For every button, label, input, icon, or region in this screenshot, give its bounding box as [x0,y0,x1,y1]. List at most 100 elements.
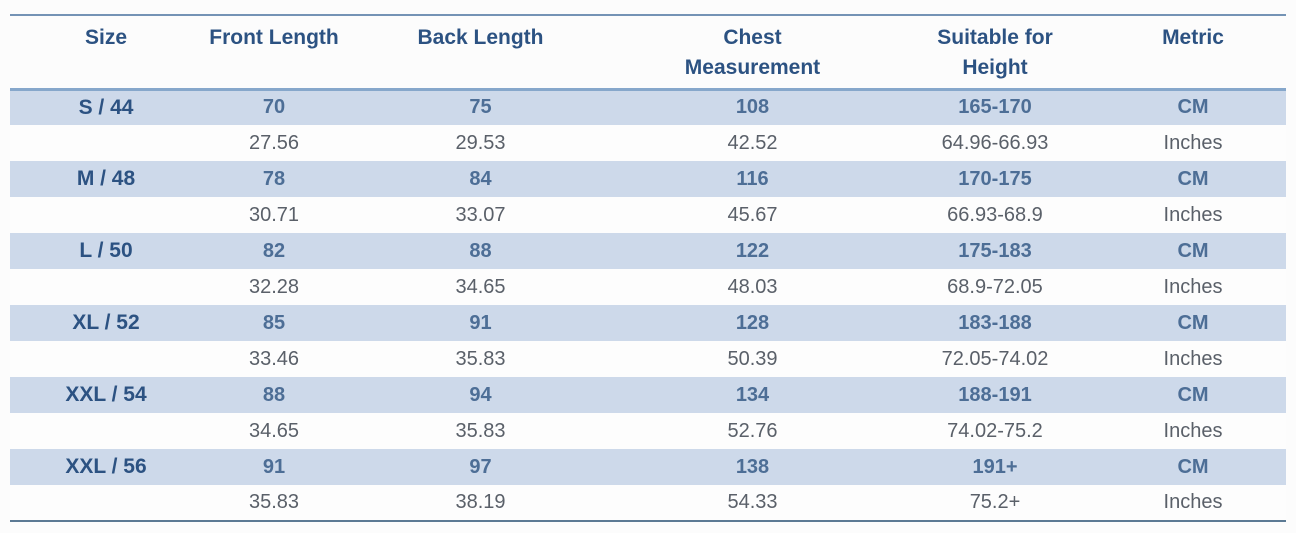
column-header-label: Back Length [417,26,544,49]
chest-cell: 134 [735,383,770,406]
back-length-cell: 38.19 [455,491,506,513]
chest-cell: 128 [735,311,770,334]
back-length-cell: 94 [469,383,492,406]
height-cell: 75.2+ [969,491,1021,513]
back-length-cell: 75 [469,96,492,119]
table-row: 27.56 29.53 42.52 64.96-66.93 Inches [10,125,1286,161]
back-length-cell: 35.83 [455,419,506,442]
front-length-cell: 85 [262,311,286,334]
metric-cell: Inches [1163,275,1223,298]
chest-cell: 54.33 [727,491,778,513]
table-row: S / 44 70 75 108 165-170 CM [10,89,1286,125]
column-header-label: Front Length [209,26,339,49]
height-cell: 68.9-72.05 [947,275,1043,298]
size-cell [10,341,202,377]
height-cell: 66.93-68.9 [947,203,1043,226]
size-cell: XXL / 54 [65,383,147,406]
table-row: XXL / 56 91 97 138 191+ CM [10,449,1286,485]
table-body: S / 44 70 75 108 165-170 CM 27.56 29.53 … [10,89,1286,521]
chest-cell: 108 [735,96,770,119]
chest-cell: 116 [736,167,769,190]
size-cell [10,413,202,449]
back-length-cell: 84 [469,167,492,190]
metric-cell: CM [1177,311,1209,334]
height-cell: 74.02-75.2 [947,419,1043,442]
column-header-chest-measurement: Chest Measurement [615,15,890,89]
chest-cell: 50.39 [727,347,778,370]
back-length-cell: 34.65 [455,275,506,298]
metric-cell: CM [1177,96,1209,119]
size-cell: L / 50 [79,239,133,262]
height-cell: 165-170 [958,96,1032,119]
metric-cell: Inches [1163,203,1223,226]
back-length-cell: 91 [469,311,492,334]
back-length-cell: 35.83 [455,347,506,370]
column-header-label: Suitable for Height [937,26,1053,80]
table-row: XXL / 54 88 94 134 188-191 CM [10,377,1286,413]
metric-cell: Inches [1163,131,1223,154]
height-cell: 64.96-66.93 [941,131,1049,154]
height-cell: 183-188 [958,311,1032,334]
front-length-cell: 32.28 [248,275,300,298]
table-header: Size Front Length Back Length Chest Meas… [10,15,1286,89]
back-length-cell: 33.07 [455,203,506,226]
height-cell: 175-183 [958,239,1032,262]
size-cell [10,125,202,161]
size-cell: XXL / 56 [65,455,147,478]
metric-cell: CM [1177,455,1209,478]
metric-cell: CM [1177,239,1209,262]
column-header-label: Chest Measurement [684,26,821,80]
table-row: 30.71 33.07 45.67 66.93-68.9 Inches [10,197,1286,233]
height-cell: 170-175 [958,167,1032,190]
table-row: 35.83 38.19 54.33 75.2+ Inches [10,485,1286,521]
size-chart: Size Front Length Back Length Chest Meas… [10,14,1286,522]
size-cell: S / 44 [78,95,134,119]
back-length-cell: 97 [469,455,492,478]
front-length-cell: 88 [262,383,286,406]
metric-cell: Inches [1163,419,1223,442]
height-cell: 188-191 [958,383,1032,406]
front-length-cell: 35.83 [248,491,300,513]
chest-cell: 45.67 [727,203,778,226]
size-cell: M / 48 [76,167,136,190]
front-length-cell: 91 [262,455,286,478]
column-header-label: Metric [1162,26,1224,49]
chest-cell: 48.03 [727,275,778,298]
front-length-cell: 82 [262,239,286,262]
height-cell: 72.05-74.02 [941,347,1049,370]
size-cell [10,269,202,305]
column-header-back-length: Back Length [346,15,615,89]
metric-cell: Inches [1163,347,1223,370]
chest-cell: 52.76 [727,419,778,442]
size-cell [10,197,202,233]
size-cell [10,485,202,521]
chest-cell: 138 [735,455,770,478]
column-header-metric: Metric [1100,15,1286,89]
front-length-cell: 27.56 [248,131,300,154]
header-row: Size Front Length Back Length Chest Meas… [10,15,1286,89]
column-header-size: Size [10,15,202,89]
size-table: Size Front Length Back Length Chest Meas… [10,14,1286,522]
size-cell: XL / 52 [72,311,140,334]
table-row: L / 50 82 88 122 175-183 CM [10,233,1286,269]
front-length-cell: 70 [262,96,286,119]
front-length-cell: 78 [262,167,286,190]
metric-cell: Inches [1163,491,1223,513]
chest-cell: 122 [735,239,770,262]
column-header-suitable-height: Suitable for Height [890,15,1100,89]
height-cell: 191+ [972,455,1018,478]
front-length-cell: 34.65 [248,419,300,442]
table-row: 34.65 35.83 52.76 74.02-75.2 Inches [10,413,1286,449]
back-length-cell: 29.53 [455,131,506,154]
front-length-cell: 30.71 [248,203,300,226]
metric-cell: CM [1177,383,1209,406]
column-header-label: Size [84,26,128,49]
front-length-cell: 33.46 [248,347,300,370]
metric-cell: CM [1177,167,1209,190]
back-length-cell: 88 [469,239,492,262]
table-row: XL / 52 85 91 128 183-188 CM [10,305,1286,341]
table-row: 32.28 34.65 48.03 68.9-72.05 Inches [10,269,1286,305]
column-header-front-length: Front Length [202,15,346,89]
table-row: M / 48 78 84 116 170-175 CM [10,161,1286,197]
table-row: 33.46 35.83 50.39 72.05-74.02 Inches [10,341,1286,377]
